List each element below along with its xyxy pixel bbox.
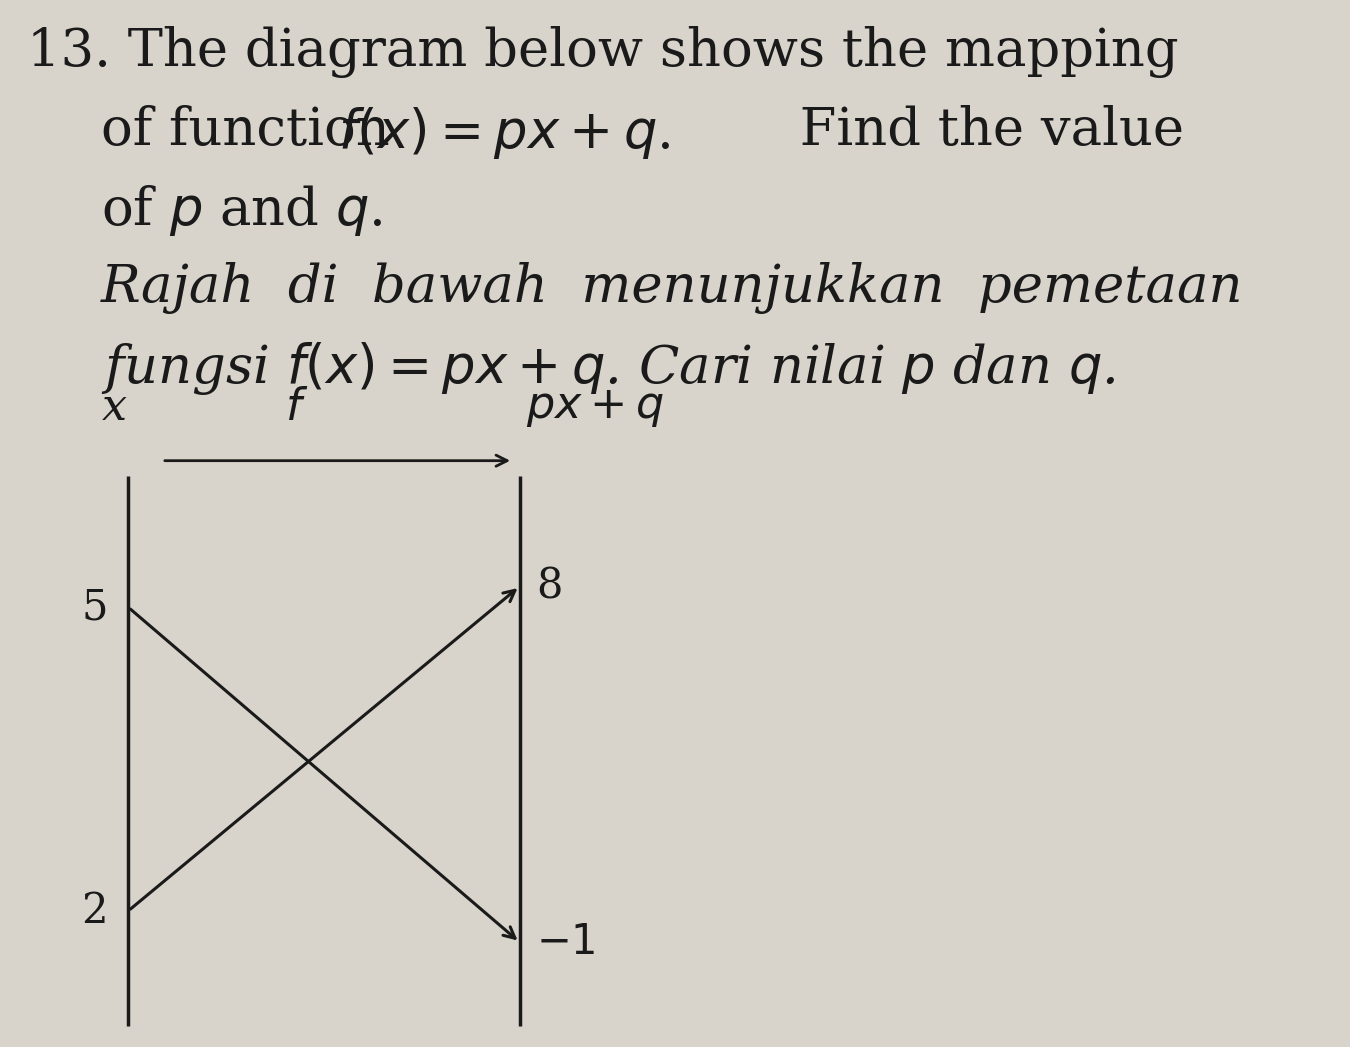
Text: $px + q$: $px + q$ — [526, 386, 664, 429]
Text: of function: of function — [101, 105, 406, 156]
Text: 2: 2 — [81, 890, 108, 932]
Text: 8: 8 — [536, 565, 563, 607]
Text: of $p$ and $q$.: of $p$ and $q$. — [101, 183, 383, 239]
Text: $f$: $f$ — [285, 386, 309, 429]
Text: Find the value: Find the value — [783, 105, 1184, 156]
Text: x: x — [103, 386, 127, 429]
Text: $f(x) = px + q$.: $f(x) = px + q$. — [338, 105, 670, 160]
Text: 5: 5 — [81, 586, 108, 628]
Text: 13. The diagram below shows the mapping: 13. The diagram below shows the mapping — [27, 26, 1179, 79]
Text: Rajah  di  bawah  menunjukkan  pemetaan: Rajah di bawah menunjukkan pemetaan — [101, 262, 1243, 314]
Text: $-1$: $-1$ — [536, 921, 595, 963]
Text: fungsi $f(x) = px + q$. Cari nilai $p$ dan $q$.: fungsi $f(x) = px + q$. Cari nilai $p$ d… — [101, 340, 1116, 397]
